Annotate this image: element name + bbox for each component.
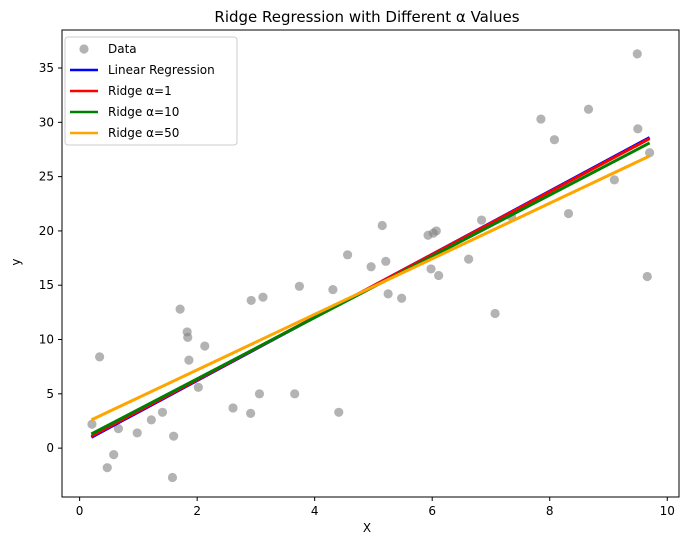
y-axis-label: y: [9, 258, 23, 265]
data-point-16: [200, 341, 210, 351]
legend-items: Data Linear Regression Ridge α=1 Ridge α=10…: [70, 42, 215, 140]
data-point-33: [426, 264, 436, 274]
data-point-42: [549, 135, 560, 145]
data-point-14: [184, 355, 194, 365]
data-point-28: [377, 220, 387, 231]
y-tick-label-15: 15: [39, 278, 54, 292]
x-tick-label-0: 0: [76, 504, 84, 518]
legend-box: [64, 36, 238, 146]
data-point-26: [342, 250, 353, 260]
data-point-44: [583, 104, 594, 114]
legend-marker-data: [79, 44, 89, 54]
data-point-39: [490, 308, 500, 319]
data-point-10: [169, 431, 179, 441]
data-point-11: [175, 304, 185, 314]
data-point-24: [328, 284, 338, 295]
legend-label-ridge-1: Ridge α=1: [108, 84, 172, 98]
data-point-18: [246, 408, 256, 418]
scatter-points: [87, 49, 655, 483]
data-point-48: [642, 271, 652, 282]
data-point-31: [397, 293, 407, 303]
data-point-6: [132, 428, 142, 438]
data-point-35: [431, 226, 441, 236]
data-point-4: [109, 450, 119, 460]
data-point-9: [167, 472, 178, 483]
x-tick-label-6: 6: [428, 504, 436, 518]
data-point-7: [146, 415, 156, 425]
data-point-30: [383, 289, 393, 299]
legend-label-ridge-50: Ridge α=50: [108, 126, 179, 140]
data-point-5: [113, 423, 124, 434]
data-point-22: [290, 389, 300, 399]
data-point-2: [95, 352, 105, 362]
y-tick-label-25: 25: [39, 170, 54, 184]
data-point-29: [381, 256, 391, 266]
plot-frame: [61, 29, 680, 498]
line-ridge-50: [90, 154, 651, 422]
y-tick-label-5: 5: [46, 387, 54, 401]
data-point-19: [246, 295, 256, 306]
x-tick-label-8: 8: [546, 504, 554, 518]
data-point-38: [476, 215, 487, 225]
data-point-43: [563, 208, 574, 219]
data-point-3: [102, 463, 112, 473]
x-tick-label-2: 2: [193, 504, 201, 518]
data-point-36: [434, 270, 444, 281]
data-point-27: [366, 262, 376, 272]
x-tick-label-4: 4: [311, 504, 319, 518]
legend: Data Linear Regression Ridge α=1 Ridge α=10…: [64, 36, 238, 146]
legend-label-ridge-10: Ridge α=10: [108, 105, 179, 119]
data-point-21: [258, 292, 268, 302]
data-point-49: [645, 148, 655, 158]
x-axis-label: X: [363, 521, 371, 535]
data-point-1: [87, 419, 97, 429]
y-tick-label-10: 10: [39, 333, 54, 347]
x-tick-label-10: 10: [660, 504, 675, 518]
x-axis: 0 2 4 6 8 10: [76, 497, 675, 518]
data-point-46: [632, 49, 642, 59]
data-point-20: [254, 389, 265, 399]
data-point-15: [193, 382, 203, 392]
y-tick-label-20: 20: [39, 224, 54, 238]
data-point-25: [334, 407, 344, 417]
data-point-8: [157, 407, 168, 417]
legend-label-data: Data: [108, 42, 137, 56]
data-point-13: [183, 332, 193, 342]
y-tick-label-30: 30: [39, 115, 54, 129]
data-point-45: [609, 175, 619, 185]
data-point-47: [633, 124, 643, 134]
data-point-41: [536, 114, 546, 124]
y-tick-label-0: 0: [46, 441, 54, 455]
y-tick-label-35: 35: [39, 61, 54, 75]
regression-lines: [90, 136, 651, 439]
y-axis: 0 5 10 15 20 25 30 35: [39, 61, 62, 455]
data-point-37: [464, 254, 474, 264]
data-point-23: [294, 281, 304, 291]
data-point-17: [228, 403, 238, 413]
legend-label-linear-regression: Linear Regression: [108, 63, 215, 77]
chart-title: Ridge Regression with Different α Values: [214, 8, 519, 26]
